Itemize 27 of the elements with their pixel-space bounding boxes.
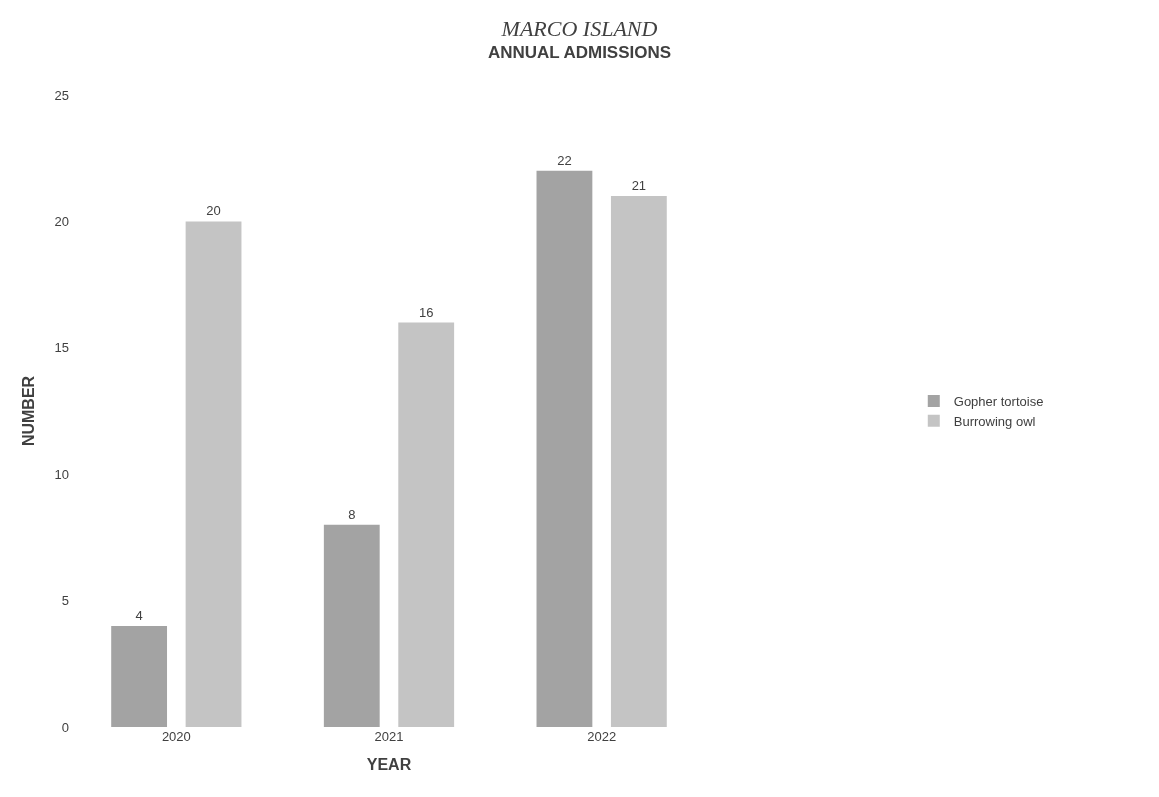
chart-subtitle: ANNUAL ADMISSIONS xyxy=(487,42,672,62)
bar xyxy=(323,524,380,727)
x-tick-label: 2021 xyxy=(374,729,404,744)
bar xyxy=(536,170,593,727)
data-label: 16 xyxy=(418,304,434,320)
x-axis-title: YEAR xyxy=(366,755,412,773)
legend-label: Burrowing owl xyxy=(953,413,1036,429)
y-tick-label: 5 xyxy=(61,593,69,609)
y-tick-label: 10 xyxy=(54,466,69,482)
data-label: 21 xyxy=(631,178,647,194)
x-tick-label: 2022 xyxy=(587,729,617,744)
y-axis-title: NUMBER xyxy=(20,375,38,447)
y-tick-label: 25 xyxy=(54,87,69,103)
data-label: 4 xyxy=(135,607,143,623)
y-tick-label: 15 xyxy=(54,340,69,356)
bar xyxy=(185,221,242,727)
data-label: 8 xyxy=(348,506,356,522)
y-tick-label: 0 xyxy=(61,719,69,735)
bar xyxy=(610,196,667,727)
data-label: 20 xyxy=(206,203,221,219)
x-tick-label: 2020 xyxy=(161,729,191,744)
chart-title: MARCO ISLAND xyxy=(500,15,658,41)
legend-label: Gopher tortoise xyxy=(953,394,1044,410)
bar xyxy=(111,625,168,727)
bar xyxy=(398,322,455,727)
y-tick-label: 20 xyxy=(54,213,69,229)
data-label: 22 xyxy=(557,152,572,168)
